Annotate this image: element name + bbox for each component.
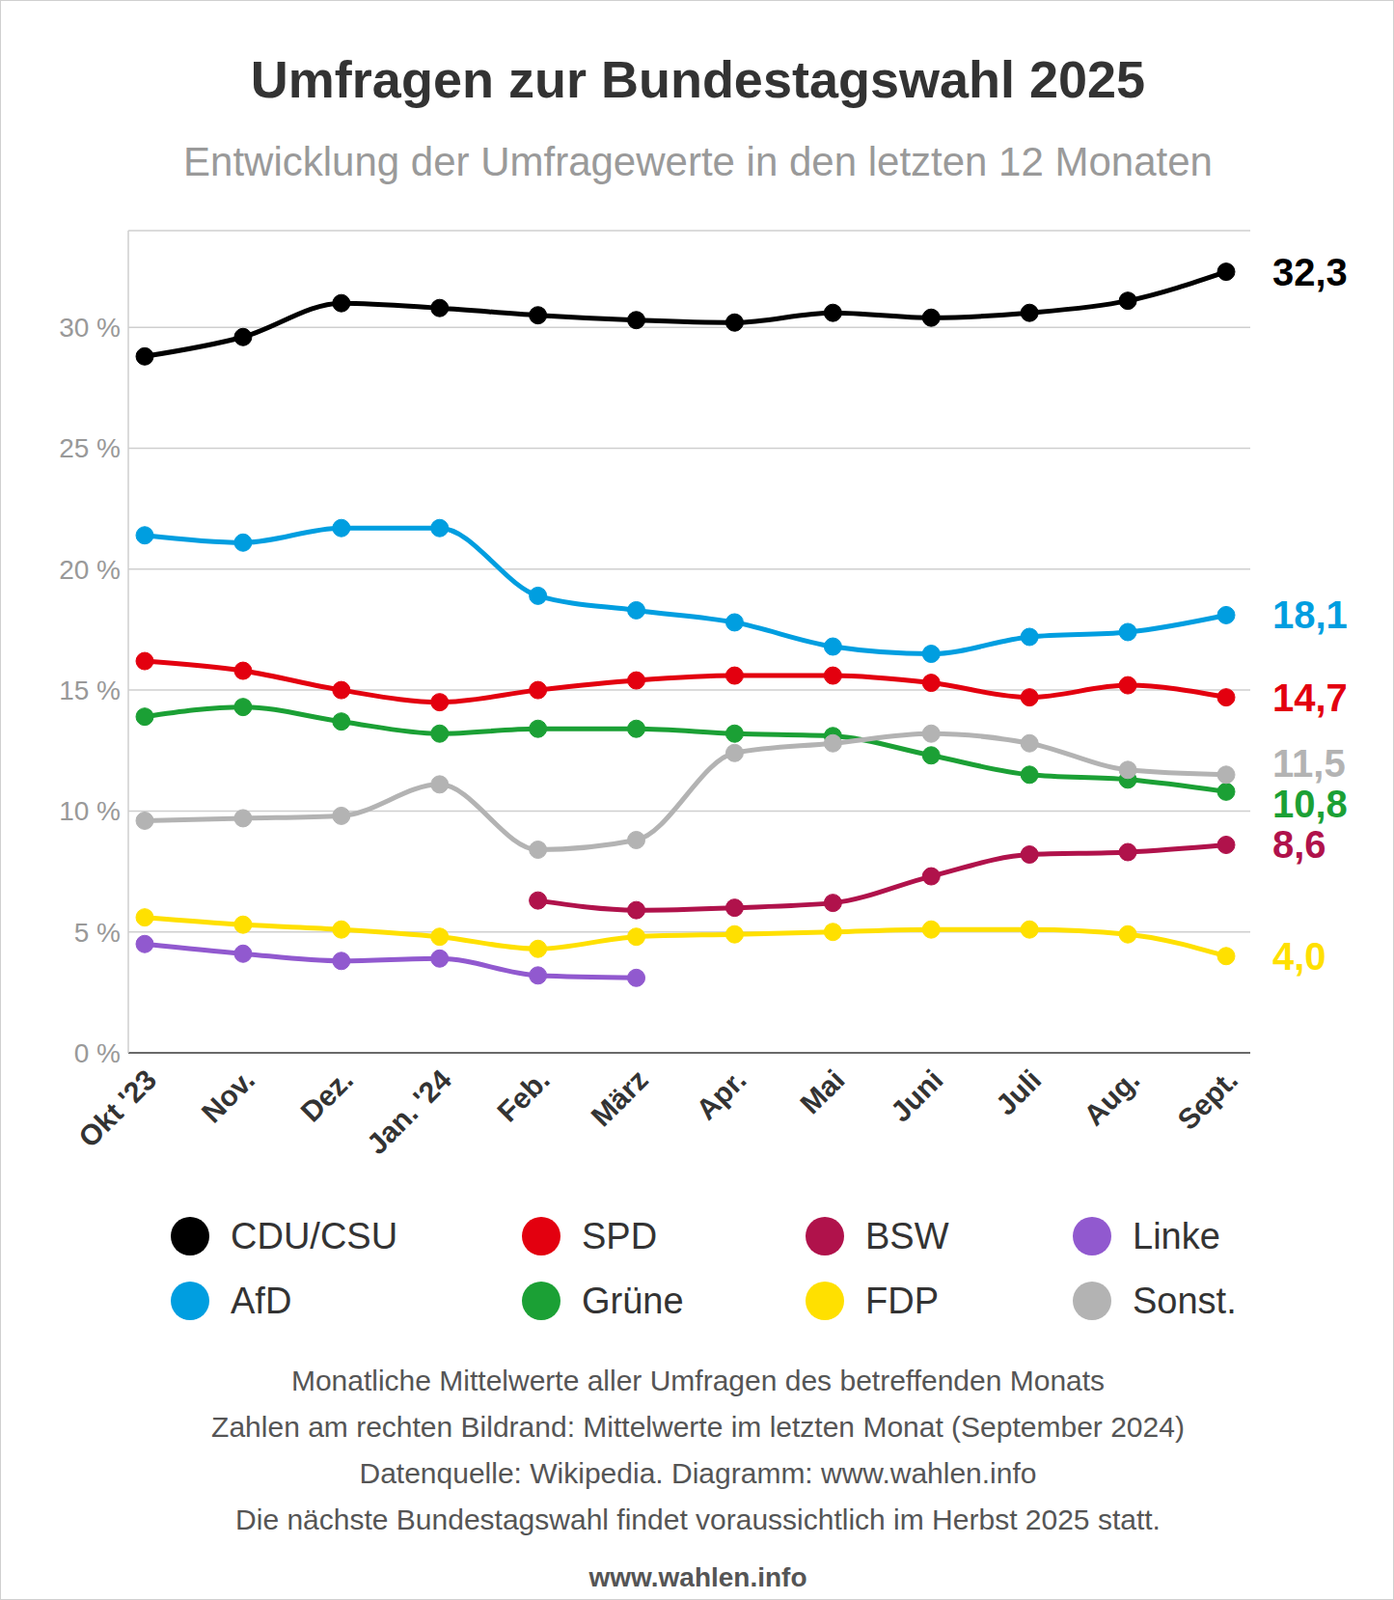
svg-text:18,1: 18,1 — [1272, 593, 1348, 636]
svg-text:Apr.: Apr. — [689, 1063, 753, 1126]
svg-text:8,6: 8,6 — [1272, 822, 1327, 866]
html-text:Die nächste Bundestagswahl fin: Die nächste Bundestagswahl findet voraus… — [235, 1503, 1161, 1535]
svg-text:März: März — [584, 1063, 655, 1133]
html-text:Entwicklung der Umfragewerte i: Entwicklung der Umfragewerte in den letz… — [183, 138, 1213, 185]
svg-text:4,0: 4,0 — [1272, 934, 1327, 978]
html-text:BSW: BSW — [865, 1215, 949, 1256]
svg-text:Dez.: Dez. — [294, 1063, 359, 1128]
html-text:CDU/CSU: CDU/CSU — [230, 1215, 398, 1256]
svg-text:25 %: 25 % — [58, 433, 121, 464]
svg-text:14,7: 14,7 — [1272, 676, 1348, 719]
svg-text:Juli: Juli — [989, 1063, 1048, 1121]
svg-text:32,3: 32,3 — [1272, 250, 1348, 294]
svg-text:Okt '23: Okt '23 — [72, 1063, 163, 1153]
svg-text:Sept.: Sept. — [1171, 1063, 1244, 1136]
html-text:www.wahlen.info: www.wahlen.info — [588, 1561, 807, 1592]
svg-text:20 %: 20 % — [58, 554, 121, 585]
html-text:AfD: AfD — [230, 1279, 292, 1321]
svg-text:5 %: 5 % — [74, 917, 121, 948]
html-text:Datenquelle: Wikipedia. Diagra: Datenquelle: Wikipedia. Diagramm: www.wa… — [359, 1456, 1037, 1489]
html-text:Linke: Linke — [1132, 1215, 1221, 1256]
svg-text:Nov.: Nov. — [194, 1063, 261, 1129]
html-text:Grüne: Grüne — [581, 1279, 684, 1321]
svg-text:15 %: 15 % — [58, 675, 121, 706]
html-text:Monatliche Mittelwerte aller U: Monatliche Mittelwerte aller Umfragen de… — [291, 1364, 1105, 1396]
svg-text:10,8: 10,8 — [1272, 782, 1348, 825]
svg-text:Aug.: Aug. — [1077, 1063, 1146, 1131]
svg-text:Mai: Mai — [793, 1063, 851, 1121]
html-text:Umfragen zur Bundestagswahl 20: Umfragen zur Bundestagswahl 2025 — [250, 50, 1146, 109]
svg-text:0 %: 0 % — [74, 1038, 121, 1068]
svg-text:Jan. '24: Jan. '24 — [360, 1063, 459, 1161]
html-text:SPD: SPD — [581, 1215, 658, 1256]
svg-text:11,5: 11,5 — [1272, 741, 1346, 785]
html-text:Zahlen am rechten Bildrand: Mi: Zahlen am rechten Bildrand: Mittelwerte … — [211, 1410, 1185, 1443]
html-text:FDP: FDP — [865, 1279, 939, 1321]
svg-text:10 %: 10 % — [58, 795, 121, 826]
html-text:Sonst.: Sonst. — [1132, 1279, 1237, 1321]
svg-text:Juni: Juni — [884, 1063, 950, 1128]
svg-text:Feb.: Feb. — [491, 1063, 556, 1128]
svg-text:30 %: 30 % — [58, 312, 121, 343]
